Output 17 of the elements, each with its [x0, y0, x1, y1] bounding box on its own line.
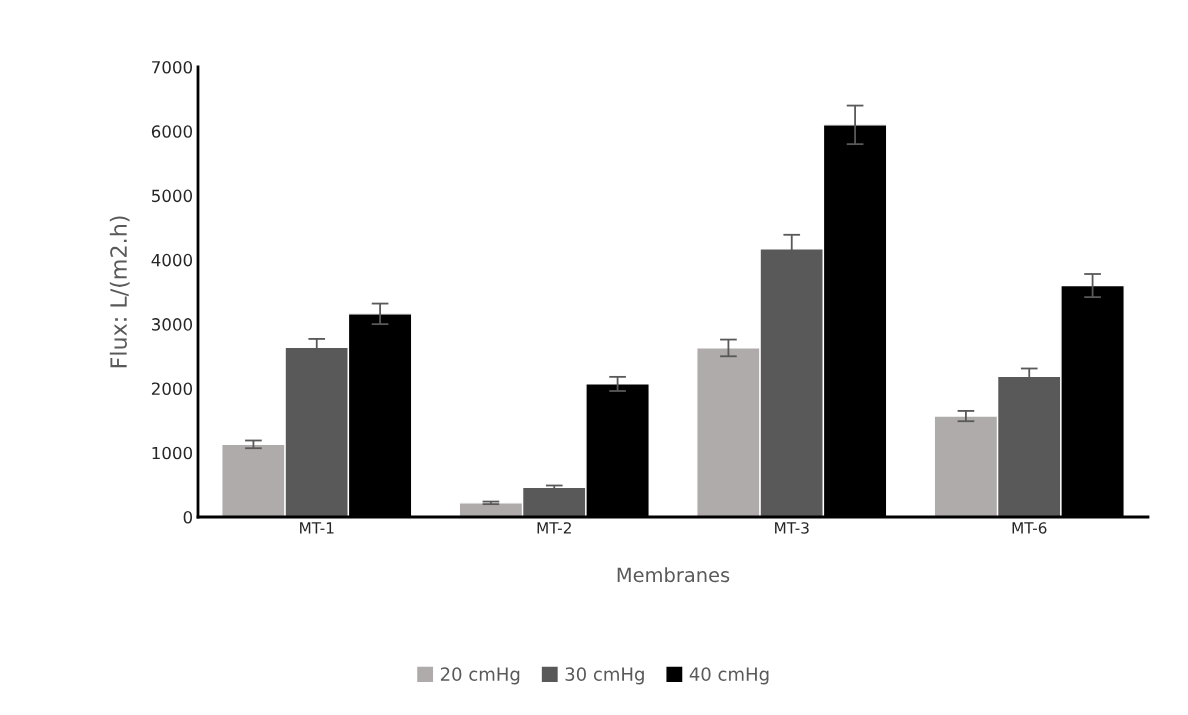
y-tick-label: 6000 — [151, 125, 193, 138]
y-tick-label: 1000 — [152, 446, 193, 460]
y-tick-label: 4000 — [151, 253, 193, 267]
y-tick-label: 7000 — [152, 60, 193, 74]
legend-label: 30 cmHg — [565, 667, 644, 685]
legend-label: 40 cmHg — [689, 667, 769, 685]
x-tick-label: MT-1 — [300, 522, 334, 534]
y-tick-label: 0 — [183, 510, 193, 524]
x-axis-title: Membranes — [617, 567, 730, 583]
y-tick-label: 5000 — [152, 189, 193, 203]
x-tick-label: MT-3 — [775, 522, 809, 534]
y-axis-title: Flux: L/(m2.h) — [109, 216, 130, 368]
x-tick-label: MT-2 — [537, 522, 571, 534]
y-tick-label: 2000 — [151, 382, 193, 395]
y-tick-label: 3000 — [151, 318, 193, 331]
legend-label: 20 cmHg — [440, 667, 520, 685]
x-tick-label: MT-6 — [1012, 522, 1047, 534]
